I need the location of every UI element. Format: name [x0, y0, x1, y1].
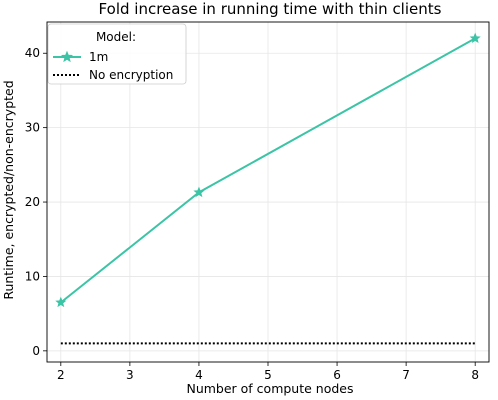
y-tick-label: 20: [25, 195, 40, 209]
x-tick-label: 8: [471, 368, 479, 382]
legend-box: [47, 23, 187, 85]
plot-series: [55, 32, 481, 345]
legend-entry-no-encryption: No encryption: [89, 68, 173, 82]
y-tick-label: 0: [32, 344, 40, 358]
x-tick-label: 2: [57, 368, 65, 382]
x-tick-label: 4: [195, 368, 203, 382]
x-tick-label: 3: [126, 368, 134, 382]
legend-entry-1m: 1m: [89, 50, 108, 64]
x-axis-label: Number of compute nodes: [186, 381, 353, 396]
y-tick-label: 40: [25, 46, 40, 60]
axis-ticks: 2 3 4 5 6 7 8 0 10 20 30 40: [25, 46, 479, 382]
data-point-1m: [55, 296, 67, 308]
legend-title: Model:: [96, 30, 136, 44]
x-tick-label: 5: [264, 368, 272, 382]
data-point-1m: [469, 32, 481, 44]
data-point-1m: [193, 186, 205, 198]
chart-title: Fold increase in running time with thin …: [99, 0, 442, 18]
legend: Model: 1m No encryption: [47, 23, 187, 85]
legend-marker-1m: [60, 50, 74, 63]
x-tick-label: 7: [402, 368, 410, 382]
y-axis-label: Runtime, encrypted/non-encrypted: [1, 80, 16, 299]
x-tick-label: 6: [333, 368, 341, 382]
y-tick-label: 30: [25, 121, 40, 135]
y-tick-label: 10: [25, 269, 40, 283]
